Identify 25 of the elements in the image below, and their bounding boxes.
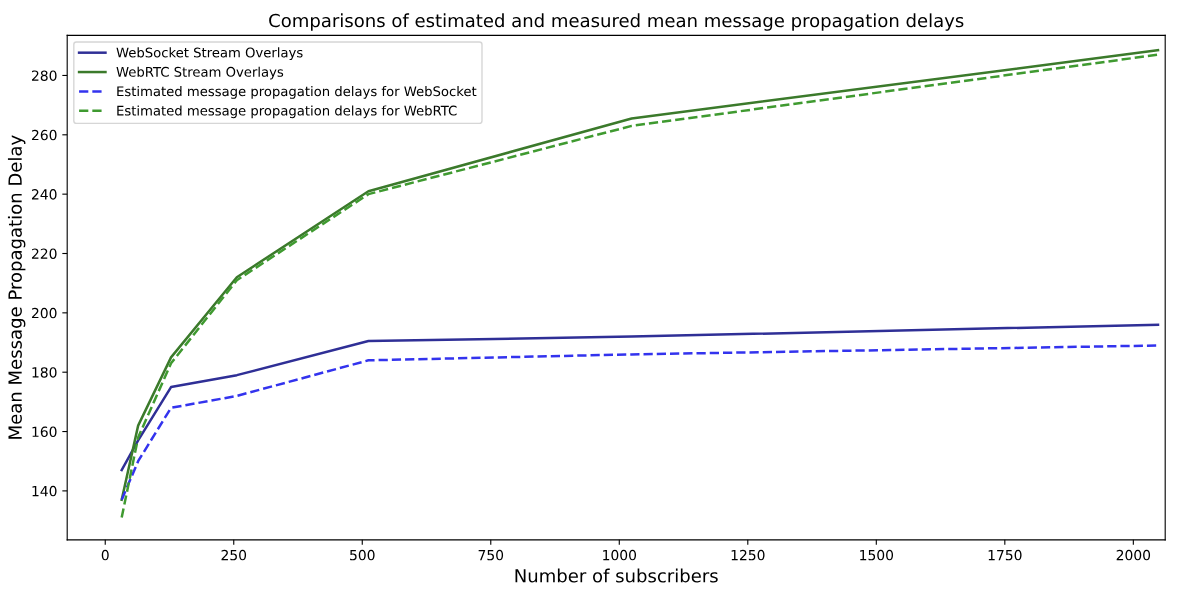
legend-label: WebRTC Stream Overlays [116,66,284,80]
legend-label: Estimated message propagation delays for WebSocket [117,86,477,99]
x-tick-label: 1750 [988,549,1022,561]
x-tick-label: 750 [478,549,504,561]
y-tick-label: 220 [31,248,57,259]
legend-label: Estimated message propagation delays for WebRTC [117,105,457,119]
x-tick-label: 2000 [1116,549,1151,561]
x-tick-label: 1000 [603,549,637,561]
y-tick-label: 180 [32,367,57,378]
x-tick-label: 0 [101,549,109,561]
chart-title: Comparisons of estimated and measured mean message propagation delays [269,13,964,31]
x-tick-label: 500 [350,549,375,561]
y-tick-label: 160 [32,426,57,438]
legend-label: WebSocket Stream Overlays [116,47,303,61]
y-tick-label: 280 [31,70,57,81]
x-axis-title: Number of subscribers [515,568,718,583]
y-tick-label: 260 [31,129,57,141]
y-tick-label: 240 [31,189,57,200]
y-tick-label: 140 [32,485,57,497]
x-tick-label: 1500 [860,549,894,561]
x-tick-label: 250 [221,549,247,561]
y-axis-title: Mean Message Propagation Delay [7,135,26,439]
y-tick-label: 200 [31,307,57,319]
line-series [120,323,1160,472]
x-tick-label: 1250 [731,549,765,561]
